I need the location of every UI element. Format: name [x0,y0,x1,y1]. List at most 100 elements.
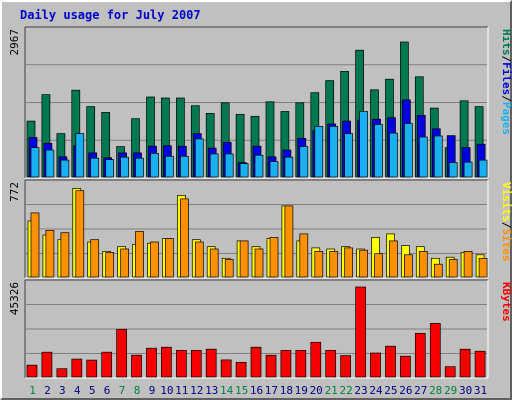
bar-sites [45,230,55,278]
x-tick-label: 22 [339,384,352,397]
panel-visits-sites: 772 Visits/Sites [8,179,512,279]
bar-pages [209,153,219,178]
bar-pages [374,124,383,178]
bar-sites [209,248,219,278]
bar-kbytes [310,341,322,378]
legend-kbytes: KBytes [500,282,512,322]
x-tick-label: 30 [459,384,472,397]
panel-hits-files-pages: 2967 Hits/Files/Pages [8,26,512,179]
bar-sites [299,233,309,278]
bar-pages [254,154,264,178]
bar-kbytes [56,368,68,378]
bar-kbytes [444,366,456,378]
bar-pages [329,126,339,178]
bar-sites [30,212,40,278]
bar-pages [299,146,309,178]
bar-kbytes [101,351,113,378]
bar-kbytes [474,350,486,378]
legend-separator: / [500,56,512,63]
bar-sites [165,238,174,278]
ymax-label: 2967 [8,29,21,56]
bar-kbytes [161,346,172,378]
x-tick-label: 8 [134,384,141,397]
bar-kbytes [250,346,262,378]
x-tick-label: 24 [369,384,383,397]
bar-kbytes [190,350,202,378]
bar-kbytes [205,348,217,378]
bar-pages [478,159,488,178]
bar-sites [269,237,279,278]
bar-kbytes [26,364,38,378]
x-tick-label: 5 [89,384,96,397]
legend-sites: Sites [500,228,512,261]
bar-kbytes [131,354,142,378]
bar-sites [105,252,115,278]
bar-sites [359,249,368,278]
x-tick-label: 10 [160,384,173,397]
bar-sites [418,251,428,278]
bar-sites [344,247,353,278]
bar-pages [194,138,204,178]
bar-pages [165,155,174,178]
bar-kbytes [340,355,351,378]
x-tick-label: 3 [59,384,66,397]
bar-sites [254,248,264,278]
x-tick-label: 6 [104,384,111,397]
bar-sites [463,251,473,278]
x-tick-label: 19 [295,384,308,397]
x-tick-label: 29 [444,384,457,397]
x-tick-label: 14 [220,384,234,397]
bar-pages [448,162,458,178]
bar-sites [120,248,129,278]
legend-separator: / [500,222,512,229]
panel-kbytes: 45326 KBytes [8,279,512,379]
bar-sites [284,205,294,278]
bar-kbytes [176,350,187,378]
x-tick-label: 18 [280,384,293,397]
bar-pages [30,147,40,178]
bar-pages [224,153,234,178]
bar-kbytes [116,328,127,378]
bar-sites [389,240,398,278]
bar-pages [180,155,189,178]
x-tick-label: 4 [74,384,81,397]
bar-pages [120,156,129,178]
bar-pages [418,136,428,178]
bar-sites [239,240,249,278]
bar-kbytes [429,323,441,378]
bar-sites [329,251,339,278]
x-tick-label: 17 [265,384,278,397]
bar-pages [314,126,324,178]
bar-pages [150,153,159,178]
bar-kbytes [385,345,396,378]
bar-pages [269,161,279,178]
x-tick-label: 16 [250,384,263,397]
x-tick-label: 13 [205,384,218,397]
bar-kbytes [235,361,247,378]
bar-sites [448,259,458,278]
bar-kbytes [325,350,337,378]
bar-sites [60,232,70,278]
bar-sites [404,254,413,278]
bar-kbytes [146,347,157,378]
side-legend: Visits/Sites [500,182,512,262]
bar-pages [135,157,144,178]
bar-pages [75,133,85,178]
bar-kbytes [459,348,471,378]
x-tick-label: 12 [190,384,203,397]
x-tick-label: 25 [384,384,397,397]
x-tick-label: 28 [429,384,442,397]
chart-title: Daily usage for July 2007 [20,8,201,22]
legend-files: Files [500,62,512,95]
bar-pages [239,163,249,178]
legend-separator: / [500,95,512,102]
legend-visits: Visits [500,182,512,222]
bar-sites [314,251,324,278]
bar-pages [404,123,413,178]
bar-pages [359,111,368,178]
legend-hits: Hits [500,29,512,56]
legend-pages: Pages [500,102,512,135]
x-tick-label: 1 [29,384,36,397]
x-tick-label: 31 [474,384,487,397]
